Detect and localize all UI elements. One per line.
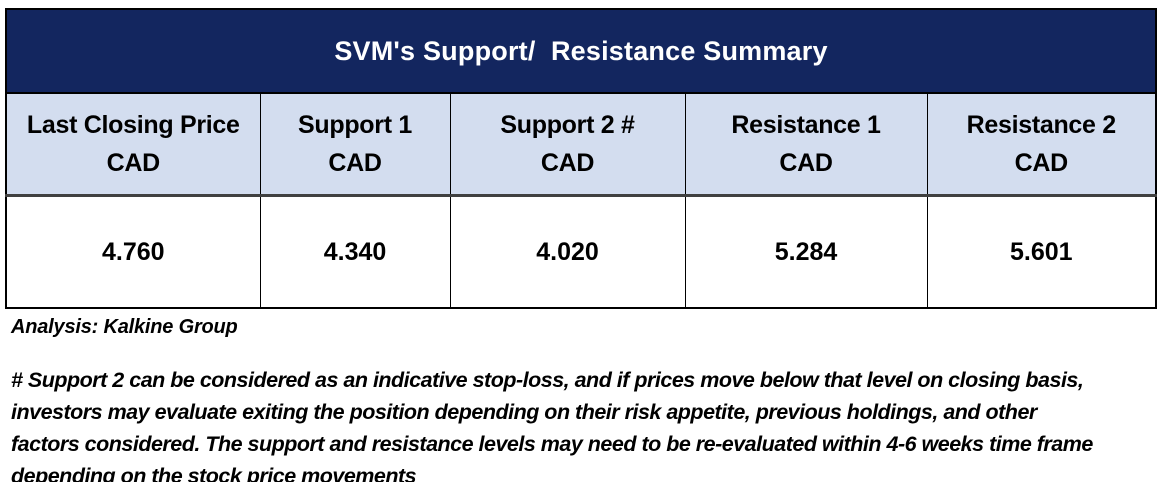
column-header-label: Resistance 1: [731, 111, 881, 139]
value-resistance-2: 5.601: [926, 195, 1157, 309]
table-title: SVM's Support/ Resistance Summary: [4, 8, 1158, 94]
column-header-resistance-1: Resistance 1 CAD: [684, 92, 928, 197]
support-resistance-table: SVM's Support/ Resistance Summary Last C…: [4, 8, 1158, 309]
column-header-label: Support 2 #: [500, 111, 635, 139]
column-header-unit: CAD: [106, 149, 161, 177]
column-header-unit: CAD: [1014, 149, 1069, 177]
footnote-paragraph: # Support 2 can be considered as an indi…: [11, 368, 1093, 482]
column-header-resistance-2: Resistance 2 CAD: [926, 92, 1157, 197]
value-resistance-1: 5.284: [684, 195, 928, 309]
table-value-row: 4.760 4.340 4.020 5.284 5.601: [5, 195, 1157, 309]
column-header-label: Support 1: [298, 111, 412, 139]
column-header-unit: CAD: [540, 149, 595, 177]
value-support-2: 4.020: [449, 195, 686, 309]
column-header-label: Resistance 2: [966, 111, 1117, 139]
column-header-label: Last Closing Price: [26, 111, 240, 139]
value-support-1: 4.340: [259, 195, 451, 309]
analysis-credit: Analysis: Kalkine Group: [11, 316, 238, 338]
table-title-row: SVM's Support/ Resistance Summary: [4, 8, 1158, 94]
value-last-closing-price: 4.760: [5, 195, 261, 309]
column-header-support-2: Support 2 # CAD: [449, 92, 686, 197]
table-header-row: Last Closing Price CAD Support 1 CAD Sup…: [5, 92, 1157, 197]
column-header-unit: CAD: [328, 149, 382, 177]
column-header-unit: CAD: [779, 149, 833, 177]
column-header-support-1: Support 1 CAD: [259, 92, 451, 197]
column-header-last-closing-price: Last Closing Price CAD: [5, 92, 261, 197]
